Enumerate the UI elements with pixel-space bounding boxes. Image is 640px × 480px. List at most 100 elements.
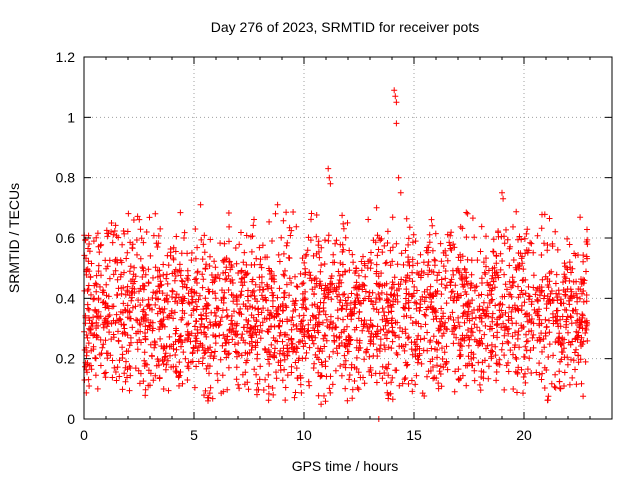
data-point	[139, 274, 146, 280]
data-point	[85, 305, 91, 312]
data-point	[193, 363, 200, 370]
data-point	[414, 359, 421, 366]
data-point	[277, 303, 284, 310]
data-point	[223, 354, 230, 361]
data-point	[146, 214, 153, 221]
data-point	[464, 313, 471, 320]
data-point	[379, 375, 386, 382]
data-point	[326, 385, 333, 392]
data-point	[487, 282, 494, 289]
data-point	[205, 325, 211, 331]
data-point	[266, 315, 273, 322]
data-point	[115, 317, 122, 324]
data-point	[322, 311, 329, 318]
data-point	[459, 372, 466, 379]
data-point	[227, 278, 234, 285]
data-point	[471, 306, 477, 313]
data-point	[460, 283, 467, 290]
data-point	[546, 297, 553, 304]
data-point	[226, 238, 232, 245]
data-point	[85, 286, 92, 293]
data-point	[305, 234, 312, 241]
data-point	[541, 344, 548, 351]
data-point	[265, 371, 272, 378]
data-point	[344, 323, 350, 330]
data-point	[281, 366, 288, 373]
data-point	[443, 325, 449, 332]
data-point	[336, 291, 342, 298]
data-point	[488, 297, 495, 304]
data-point	[156, 273, 163, 280]
data-point	[178, 277, 185, 284]
data-point	[471, 367, 478, 374]
data-point	[579, 325, 586, 332]
data-point	[368, 330, 375, 337]
data-point	[463, 209, 470, 216]
data-point	[411, 283, 418, 290]
data-point	[245, 386, 252, 393]
data-point	[420, 347, 427, 354]
data-point	[120, 300, 127, 307]
data-point	[115, 328, 121, 335]
data-point	[413, 372, 420, 379]
data-point	[564, 286, 571, 292]
data-point	[172, 352, 179, 358]
data-point	[481, 331, 488, 338]
data-point	[124, 228, 131, 235]
data-point	[373, 261, 380, 268]
data-point	[110, 231, 117, 238]
data-point	[185, 290, 192, 297]
data-point	[116, 357, 123, 364]
data-point	[194, 280, 200, 286]
data-point	[239, 371, 246, 378]
data-point	[96, 249, 103, 256]
data-point	[383, 380, 390, 387]
data-point	[248, 324, 255, 331]
data-point	[518, 322, 525, 329]
data-point	[93, 281, 100, 288]
data-point	[536, 292, 543, 299]
data-point	[100, 324, 107, 331]
data-point	[570, 278, 577, 285]
data-point	[352, 270, 358, 276]
data-point	[348, 364, 355, 371]
data-point	[475, 292, 482, 299]
data-point	[158, 281, 165, 288]
data-point	[559, 313, 566, 320]
data-point	[456, 323, 463, 330]
data-point	[360, 253, 366, 260]
data-point	[191, 384, 198, 391]
data-point	[85, 325, 92, 332]
data-point	[505, 340, 512, 346]
data-point	[153, 288, 160, 295]
data-point	[501, 386, 508, 393]
data-point	[134, 213, 141, 220]
data-point	[403, 362, 410, 369]
data-point	[544, 293, 551, 300]
data-point	[329, 259, 336, 266]
data-point	[144, 303, 151, 310]
data-point	[315, 242, 322, 249]
data-point	[494, 329, 501, 336]
data-point	[220, 388, 227, 395]
data-point	[163, 271, 170, 278]
data-point	[402, 247, 409, 254]
data-point	[553, 271, 560, 278]
data-point	[327, 389, 334, 396]
data-point	[152, 372, 159, 379]
data-point	[333, 286, 340, 293]
data-point	[475, 359, 482, 366]
data-point	[337, 363, 344, 369]
data-point	[102, 257, 109, 264]
data-point	[383, 335, 390, 342]
data-point	[569, 338, 576, 345]
data-point	[340, 316, 346, 323]
data-point	[322, 398, 329, 405]
data-point	[216, 275, 223, 282]
data-point	[356, 340, 363, 346]
data-point	[183, 284, 190, 291]
data-point	[361, 260, 368, 267]
data-point	[88, 362, 94, 369]
data-point	[430, 333, 437, 340]
data-point	[575, 286, 582, 292]
